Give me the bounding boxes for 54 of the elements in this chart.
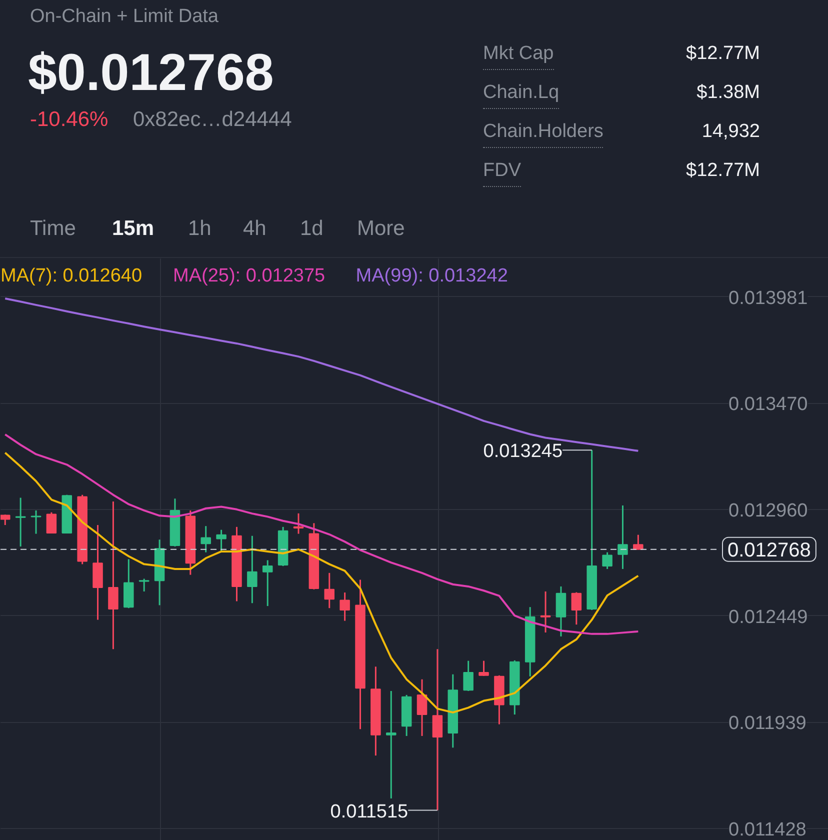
text: Mkt Cap (483, 40, 554, 70)
annotation: 0.013245 (483, 441, 563, 462)
candlestick (324, 572, 335, 609)
candlestick (200, 525, 211, 554)
candlestick (556, 586, 566, 638)
candlestick (633, 534, 644, 550)
text: MA(25): 0.012375 (173, 265, 326, 286)
text: 15m (112, 216, 154, 242)
y-tick-label: 0.012449 (728, 606, 808, 628)
candlestick (0, 514, 10, 526)
text: Chain.Holders (483, 118, 604, 148)
text: 14,932 (702, 121, 760, 142)
text: 1h (188, 216, 212, 242)
text: 4h (243, 216, 266, 242)
text: MA(7): 0.012640 (0, 265, 142, 286)
candlestick (478, 660, 489, 677)
candlestick (262, 559, 273, 607)
candlestick (138, 578, 150, 592)
candlestick (432, 648, 443, 812)
text: More (357, 216, 405, 242)
text: $12.77M (685, 159, 760, 183)
text: 1d (300, 216, 324, 242)
candlestick (540, 590, 551, 634)
annotation: 0.011515 (330, 801, 408, 822)
y-tick-label: 0.011428 (728, 819, 806, 840)
text: $12.77M (685, 42, 760, 66)
text: $1.38M (696, 81, 760, 105)
candlestick (247, 535, 258, 604)
candlestick (463, 660, 474, 692)
y-tick-label: 0.013981 (728, 288, 808, 309)
candlestick (416, 678, 428, 737)
candlestick (571, 592, 582, 626)
candlestick (293, 512, 304, 535)
candlestick (618, 504, 628, 570)
text: Chain.Lq (483, 79, 560, 110)
candlestick (15, 497, 26, 548)
candlestick (340, 592, 350, 622)
candlestick (46, 512, 57, 534)
chart-title: On-Chain + Limit Data (30, 5, 218, 29)
candlestick (386, 690, 396, 800)
candlestick (602, 552, 612, 570)
candlestick (108, 500, 118, 650)
y-tick-label: 0.011939 (728, 713, 806, 734)
y-tick-label: 0.013470 (728, 394, 808, 416)
ref-line-label: 0.012768 (728, 539, 811, 562)
text: Time (30, 216, 76, 242)
y-tick-label: 0.012960 (728, 500, 808, 522)
text: MA(99): 0.013242 (356, 265, 508, 286)
text: -10.46% (30, 107, 108, 133)
text: 0x82ec…d24444 (133, 107, 292, 133)
text: FDV (483, 157, 521, 188)
chart-subtitle: $0.012768 (28, 44, 274, 102)
line-series (4, 433, 640, 635)
candlestick (216, 529, 226, 552)
